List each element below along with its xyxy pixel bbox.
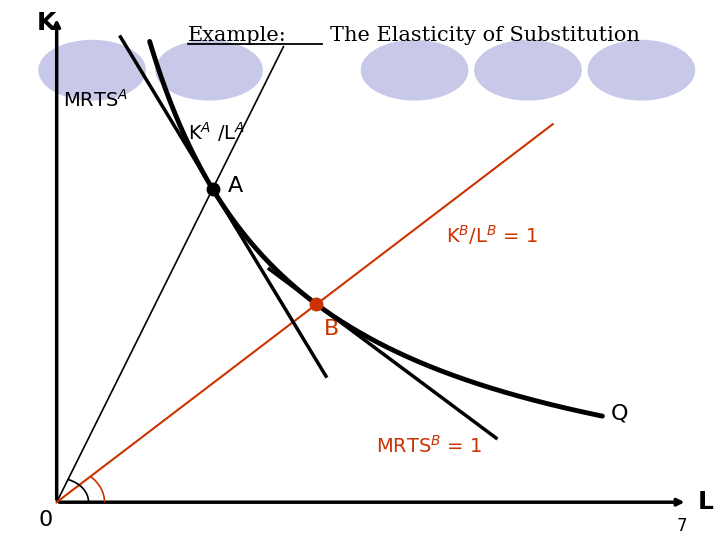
Text: 0: 0 — [39, 510, 53, 530]
Ellipse shape — [588, 40, 695, 100]
Text: 7: 7 — [677, 517, 688, 535]
Text: MRTS$^B$ = 1: MRTS$^B$ = 1 — [376, 435, 482, 456]
Text: K$^A$ /L$^A$: K$^A$ /L$^A$ — [188, 120, 245, 144]
Ellipse shape — [474, 40, 581, 100]
Text: MRTS$^A$: MRTS$^A$ — [63, 89, 128, 111]
Ellipse shape — [39, 40, 145, 100]
Text: K$^B$/L$^B$ = 1: K$^B$/L$^B$ = 1 — [446, 223, 539, 247]
Text: K: K — [37, 11, 55, 35]
Text: L: L — [698, 490, 714, 514]
Text: A: A — [228, 176, 243, 197]
Text: Q: Q — [611, 403, 629, 423]
Ellipse shape — [361, 40, 468, 100]
Text: The Elasticity of Substitution: The Elasticity of Substitution — [330, 25, 639, 45]
Text: B: B — [323, 319, 339, 339]
Ellipse shape — [156, 40, 262, 100]
Text: Example:: Example: — [188, 25, 287, 45]
